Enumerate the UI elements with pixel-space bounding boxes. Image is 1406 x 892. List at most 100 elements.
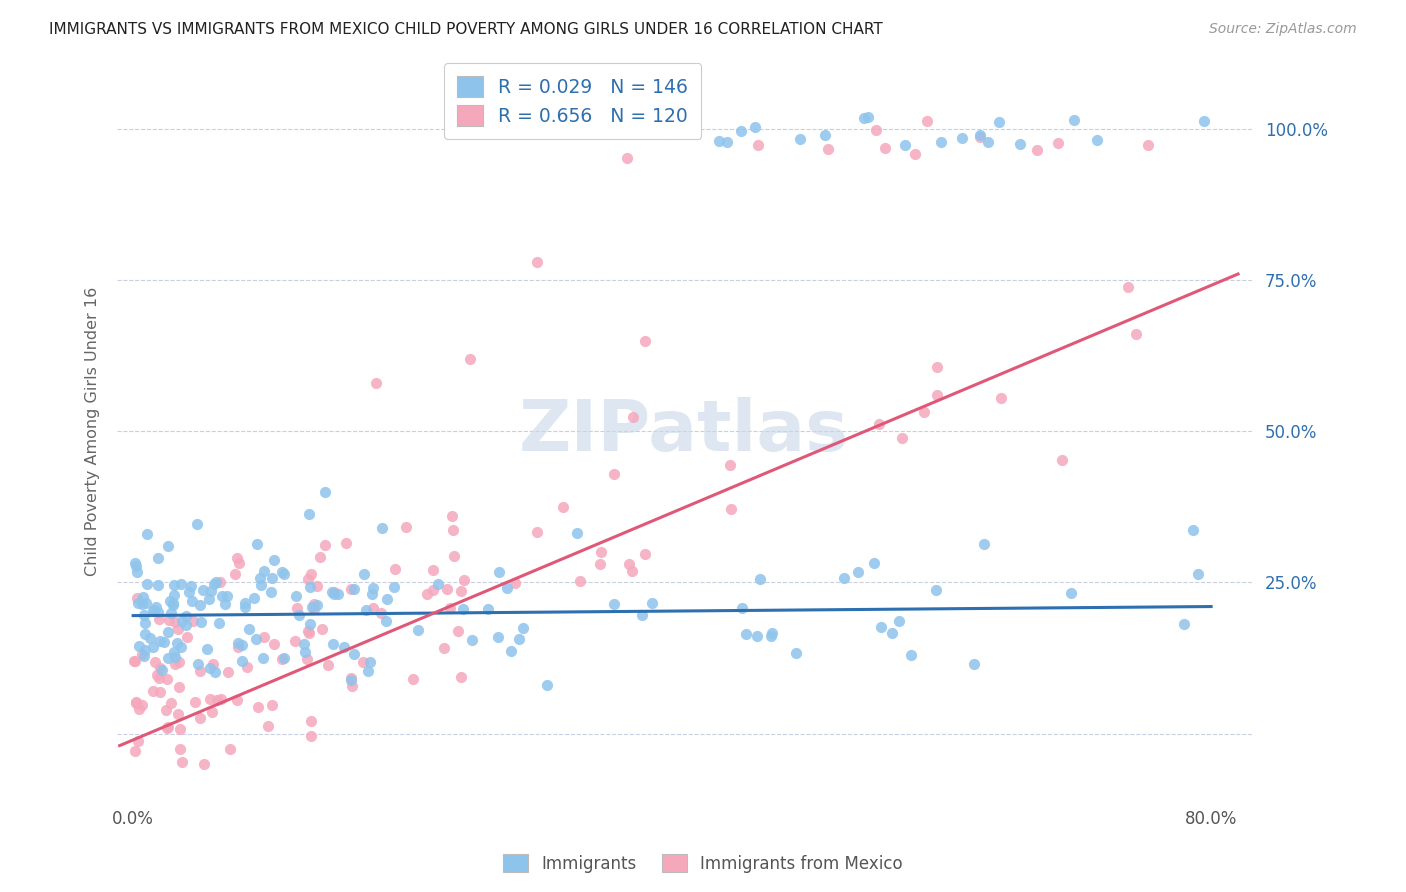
Point [832,571,855,585]
Point [285,600,308,615]
Point [761,626,783,640]
Point [174,618,197,632]
Point [634,334,657,348]
Point [132,649,155,664]
Point [904,147,927,161]
Point [252,651,274,665]
Point [508,632,530,647]
Point [249,571,271,585]
Point [163,645,186,659]
Point [226,636,249,650]
Point [707,135,730,149]
Point [297,624,319,638]
Point [284,634,307,648]
Point [273,566,295,581]
Point [226,693,249,707]
Point [200,583,222,598]
Point [374,614,396,628]
Point [124,744,146,758]
Point [458,351,481,366]
Point [950,131,973,145]
Point [641,596,664,610]
Point [990,391,1012,405]
Point [747,138,769,153]
Point [422,583,444,598]
Point [200,661,222,675]
Point [1060,586,1083,600]
Point [180,579,202,593]
Point [256,719,278,733]
Point [298,626,321,640]
Point [253,564,276,578]
Point [165,649,187,664]
Point [153,635,176,649]
Point [621,410,644,425]
Point [364,376,387,390]
Point [927,388,949,402]
Point [125,566,148,580]
Point [174,609,197,624]
Point [488,565,510,579]
Point [138,632,160,646]
Point [817,142,839,156]
Point [1087,132,1109,146]
Point [925,359,948,374]
Point [343,582,366,596]
Point [188,664,211,678]
Point [188,598,211,612]
Point [187,657,209,672]
Point [242,591,264,606]
Point [295,652,318,666]
Point [853,111,876,125]
Point [526,524,548,539]
Point [340,673,363,688]
Point [526,255,548,269]
Point [1125,327,1147,342]
Point [342,680,364,694]
Point [193,756,215,771]
Point [156,720,179,734]
Point [149,684,172,698]
Point [124,556,146,570]
Point [186,517,208,532]
Point [309,549,332,564]
Point [228,557,250,571]
Point [217,665,239,680]
Point [631,607,654,622]
Point [172,614,194,628]
Point [202,576,225,591]
Point [205,693,228,707]
Point [1063,112,1085,127]
Legend: R = 0.029   N = 146, R = 0.656   N = 120: R = 0.029 N = 146, R = 0.656 N = 120 [444,63,702,139]
Point [439,601,461,615]
Point [208,574,231,589]
Point [929,135,952,149]
Point [1116,280,1139,294]
Point [146,550,169,565]
Point [211,589,233,603]
Point [880,625,903,640]
Point [134,642,156,657]
Point [181,594,204,608]
Point [887,614,910,628]
Point [176,630,198,644]
Point [131,598,153,612]
Point [142,640,165,654]
Point [184,695,207,709]
Point [148,634,170,648]
Point [1187,566,1209,581]
Point [162,599,184,613]
Point [321,585,343,599]
Point [160,696,183,710]
Point [246,700,269,714]
Point [789,132,811,146]
Point [450,584,472,599]
Point [370,606,392,620]
Point [297,573,319,587]
Point [190,615,212,629]
Point [1010,136,1032,151]
Point [134,615,156,630]
Point [568,574,591,588]
Point [260,698,283,712]
Point [1026,143,1049,157]
